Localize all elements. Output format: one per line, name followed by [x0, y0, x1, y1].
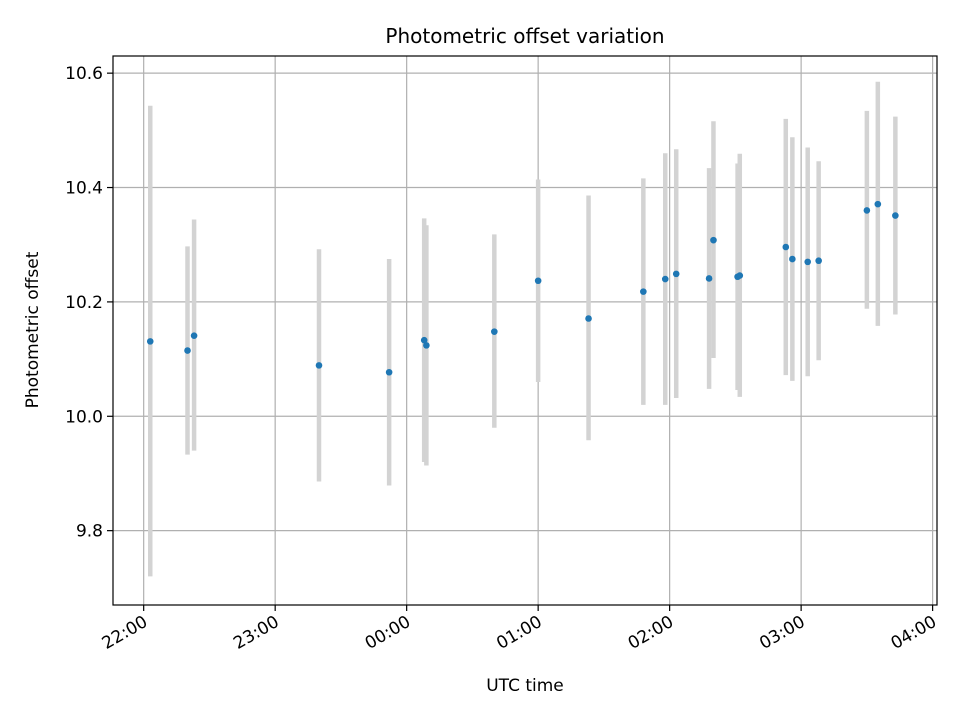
data-point	[874, 200, 882, 208]
data-point	[661, 275, 669, 283]
data-point	[146, 338, 154, 345]
data-point	[863, 207, 871, 214]
data-point	[184, 347, 191, 354]
data-point	[385, 368, 393, 376]
chart-title: Photometric offset variation	[385, 24, 664, 48]
data-point	[705, 275, 713, 282]
data-point	[491, 328, 498, 335]
data-point	[672, 270, 680, 278]
y-tick-label: 10.2	[65, 293, 103, 313]
y-axis: 9.8 10.0 10.2 10.4 10.6	[65, 64, 113, 542]
data-point	[585, 315, 592, 322]
data-point	[782, 243, 790, 251]
grid	[113, 56, 937, 605]
data-point	[892, 212, 899, 219]
data-point	[815, 257, 822, 265]
y-tick-label: 9.8	[76, 522, 103, 542]
data-point	[423, 342, 430, 349]
x-axis-label: UTC time	[486, 676, 564, 696]
data-point	[804, 258, 812, 266]
data-point	[789, 255, 796, 263]
data-point	[640, 288, 647, 295]
data-point	[710, 236, 717, 244]
data-point	[420, 336, 428, 344]
data-points	[146, 200, 899, 376]
data-point	[190, 332, 198, 339]
y-axis-label: Photometric offset	[23, 251, 43, 408]
y-tick-label: 10.0	[65, 407, 103, 427]
data-point	[736, 272, 744, 279]
y-tick-label: 10.6	[65, 64, 103, 84]
data-point	[534, 277, 542, 285]
data-point	[315, 362, 323, 369]
y-tick-label: 10.4	[65, 179, 103, 199]
plot-frame	[112, 55, 938, 606]
